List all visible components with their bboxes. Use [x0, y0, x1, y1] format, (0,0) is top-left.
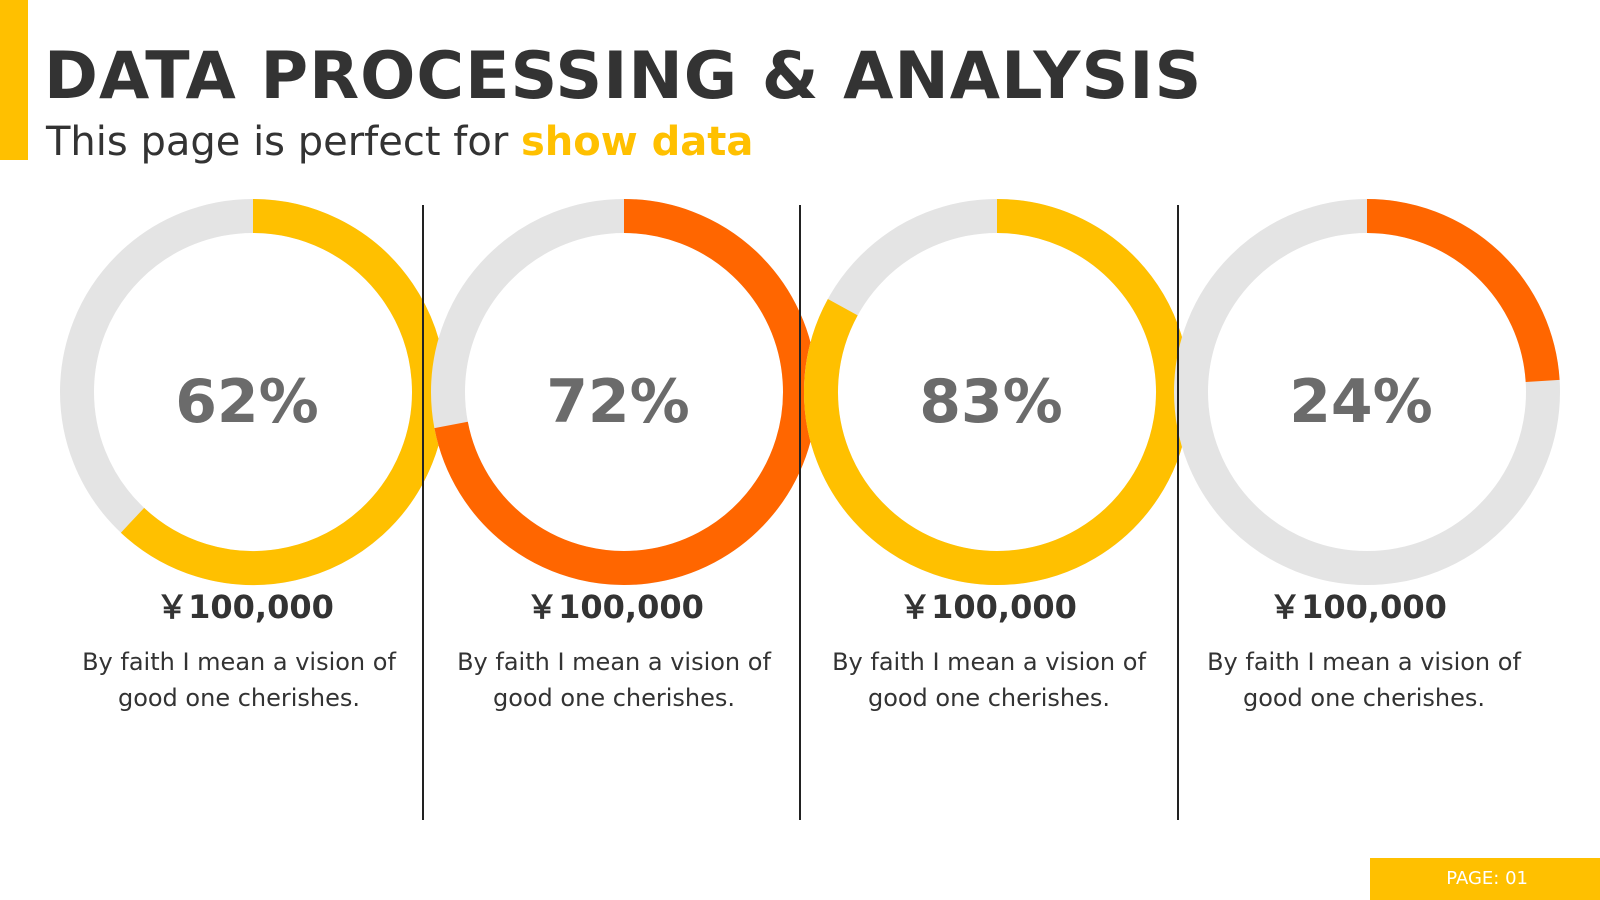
page-title: DATA PROCESSING & ANALYSIS — [44, 39, 1203, 114]
page-number-label: PAGE: 01 — [1446, 868, 1528, 889]
description-3: By faith I mean a vision of good one che… — [832, 648, 1146, 712]
amount-2: ￥100,000 — [526, 588, 704, 626]
description-2: By faith I mean a vision of good one che… — [457, 648, 771, 712]
donut-arc-2 — [434, 199, 817, 585]
page-subtitle: This page is perfect for show data — [46, 118, 753, 166]
donut-4: 24% — [1174, 199, 1560, 585]
percent-label-1: 62% — [175, 367, 319, 437]
percent-label-2: 72% — [546, 367, 690, 437]
percent-label-4: 24% — [1289, 367, 1433, 437]
donut-2: 72% — [431, 199, 817, 585]
percent-label-3: 83% — [919, 367, 1063, 437]
description-4: By faith I mean a vision of good one che… — [1207, 648, 1521, 712]
column-divider-2 — [799, 205, 801, 820]
donut-arc-3 — [804, 199, 1190, 585]
description-1: By faith I mean a vision of good one che… — [82, 648, 396, 712]
column-divider-3 — [1177, 205, 1179, 820]
amount-4: ￥100,000 — [1269, 588, 1447, 626]
subtitle-highlight: show data — [520, 119, 754, 165]
amount-1: ￥100,000 — [156, 588, 334, 626]
title-accent-bar — [0, 0, 28, 160]
donut-arc-1 — [120, 199, 446, 585]
page-number-badge: PAGE: 01 — [1370, 858, 1600, 900]
subtitle-text: This page is perfect for — [46, 119, 521, 165]
donut-3: 83% — [804, 199, 1190, 585]
amount-3: ￥100,000 — [899, 588, 1077, 626]
donut-1: 62% — [60, 199, 446, 585]
donut-arc-4 — [1366, 199, 1560, 383]
column-divider-1 — [422, 205, 424, 820]
